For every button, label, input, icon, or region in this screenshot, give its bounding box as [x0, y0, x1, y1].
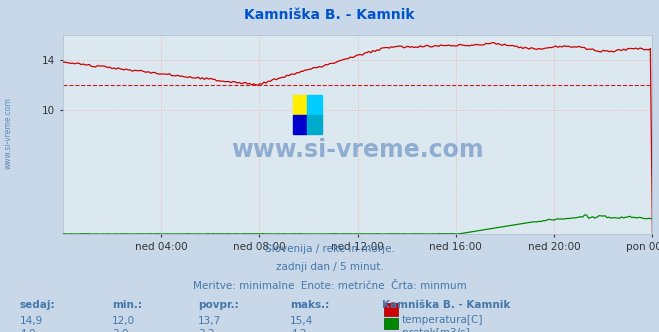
Text: 3,0: 3,0 — [112, 329, 129, 332]
Text: 4,2: 4,2 — [290, 329, 306, 332]
Text: 4,0: 4,0 — [20, 329, 36, 332]
Text: 13,7: 13,7 — [198, 316, 221, 326]
Text: povpr.:: povpr.: — [198, 300, 239, 310]
Text: www.si-vreme.com: www.si-vreme.com — [3, 97, 13, 169]
Text: 3,2: 3,2 — [198, 329, 214, 332]
Bar — [307, 95, 322, 115]
Text: 14,9: 14,9 — [20, 316, 43, 326]
Text: pretok[m3/s]: pretok[m3/s] — [402, 328, 470, 332]
Text: Kamniška B. - Kamnik: Kamniška B. - Kamnik — [244, 8, 415, 22]
Text: Kamniška B. - Kamnik: Kamniška B. - Kamnik — [382, 300, 511, 310]
Text: maks.:: maks.: — [290, 300, 330, 310]
Text: sedaj:: sedaj: — [20, 300, 55, 310]
Bar — [307, 115, 322, 134]
Bar — [293, 115, 307, 134]
Text: zadnji dan / 5 minut.: zadnji dan / 5 minut. — [275, 262, 384, 272]
Text: 12,0: 12,0 — [112, 316, 135, 326]
Text: Slovenija / reke in morje.: Slovenija / reke in morje. — [264, 244, 395, 254]
Text: min.:: min.: — [112, 300, 142, 310]
Text: www.si-vreme.com: www.si-vreme.com — [231, 138, 484, 162]
Text: 15,4: 15,4 — [290, 316, 313, 326]
Text: Meritve: minimalne  Enote: metrične  Črta: minmum: Meritve: minimalne Enote: metrične Črta:… — [192, 281, 467, 290]
Text: temperatura[C]: temperatura[C] — [402, 315, 484, 325]
Bar — [293, 95, 307, 115]
